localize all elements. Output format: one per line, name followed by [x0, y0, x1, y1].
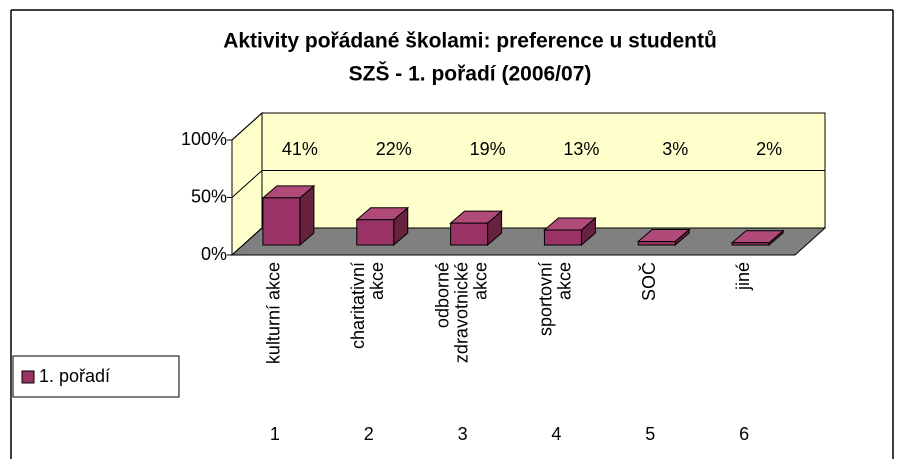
data-label: 13% [563, 139, 599, 159]
category-number: 6 [739, 424, 749, 444]
grid-line [231, 112, 825, 141]
category-number: 5 [645, 424, 655, 444]
data-label: 22% [376, 139, 412, 159]
bar [450, 222, 489, 246]
legend-box [12, 355, 180, 398]
grid-line [231, 227, 825, 256]
legend: 1. pořadí [12, 355, 180, 398]
category-number: 3 [458, 424, 468, 444]
x-tick-label: zdravotnické [451, 262, 471, 363]
bar [543, 229, 582, 246]
bar [637, 241, 676, 246]
y-tick-label: 0% [201, 244, 227, 264]
bar [356, 219, 395, 246]
y-tick-label: 100% [181, 129, 227, 149]
chart-title: SZŠ - 1. pořadí (2006/07) [349, 62, 592, 86]
x-tick-label: SOČ [638, 262, 659, 301]
data-label: 2% [756, 139, 782, 159]
legend-label: 1. pořadí [39, 366, 110, 386]
x-tick-label: akce [367, 262, 387, 300]
bar [731, 242, 770, 246]
data-label: 3% [662, 139, 688, 159]
x-tick-label: jiné [733, 262, 753, 291]
data-label: 41% [282, 139, 318, 159]
bar [262, 197, 301, 246]
data-label: 19% [470, 139, 506, 159]
x-tick-label: akce [555, 262, 575, 300]
x-tick-label: akce [470, 262, 490, 300]
grid-line [231, 170, 825, 198]
chart-title: Aktivity pořádané školami: preference u … [223, 30, 717, 53]
x-tick-label: odborné [432, 262, 452, 328]
legend-swatch [21, 370, 35, 384]
x-tick-label: charitativní [348, 262, 368, 349]
category-number: 1 [270, 424, 280, 444]
category-number: 4 [551, 424, 561, 444]
x-tick-label: kulturní akce [264, 262, 284, 364]
x-tick-label: sportovní [536, 262, 556, 336]
y-tick-label: 50% [191, 186, 227, 206]
category-number: 2 [364, 424, 374, 444]
